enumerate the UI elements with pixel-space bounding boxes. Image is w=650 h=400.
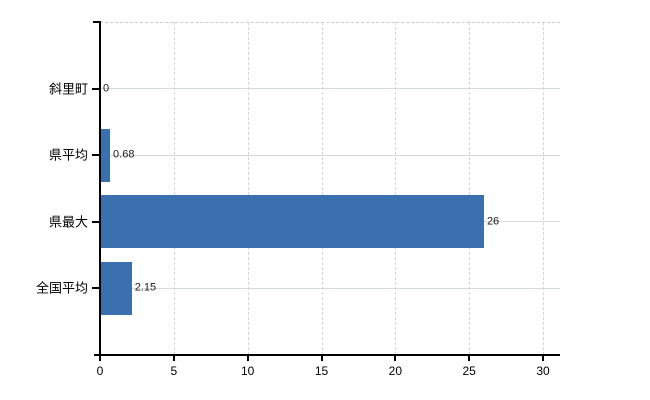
- vertical-gridline: [469, 22, 471, 355]
- y-axis-end-tick: [93, 21, 100, 23]
- bar[interactable]: [101, 262, 132, 315]
- horizontal-gridline: [100, 154, 560, 156]
- y-axis-tick: [92, 154, 100, 157]
- x-axis-tick-label: 5: [170, 364, 178, 378]
- y-axis-line: [99, 21, 101, 356]
- x-axis-tick: [172, 355, 175, 361]
- bar-value-label: 0.68: [113, 148, 135, 161]
- category-label: 県最大: [48, 214, 88, 230]
- x-axis-tick-label: 25: [462, 364, 476, 378]
- horizontal-gridline: [100, 287, 560, 289]
- horizontal-gridline: [100, 88, 560, 90]
- x-axis-tick-label: 0: [96, 364, 104, 378]
- x-axis-line: [94, 354, 560, 356]
- y-axis-tick: [92, 220, 100, 223]
- vertical-gridline: [247, 22, 249, 355]
- x-axis-tick: [468, 355, 471, 361]
- plot-top-border: [100, 22, 560, 23]
- x-axis-tick: [246, 355, 249, 361]
- x-axis-tick: [394, 355, 397, 361]
- vertical-gridline: [543, 22, 545, 355]
- vertical-gridline: [173, 22, 175, 355]
- vertical-gridline: [395, 22, 397, 355]
- category-label: 県平均: [48, 147, 88, 163]
- y-axis-tick: [92, 87, 100, 90]
- x-axis-tick-label: 20: [388, 364, 403, 378]
- category-label: 全国平均: [35, 280, 88, 296]
- bar[interactable]: [101, 129, 110, 182]
- vertical-gridline: [321, 22, 323, 355]
- x-axis-tick-label: 30: [536, 364, 550, 378]
- bar-value-label: 0: [103, 82, 110, 95]
- y-axis-tick: [92, 287, 100, 290]
- x-axis-tick: [542, 355, 545, 361]
- x-axis-tick-label: 10: [240, 364, 255, 378]
- bar-value-label: 26: [486, 215, 500, 228]
- x-axis-tick: [99, 355, 101, 361]
- category-label: 斜里町: [48, 81, 88, 97]
- bar-value-label: 2.15: [134, 281, 157, 294]
- x-axis-tick-label: 15: [314, 364, 329, 378]
- x-axis-tick: [320, 355, 323, 361]
- bar[interactable]: [101, 195, 484, 248]
